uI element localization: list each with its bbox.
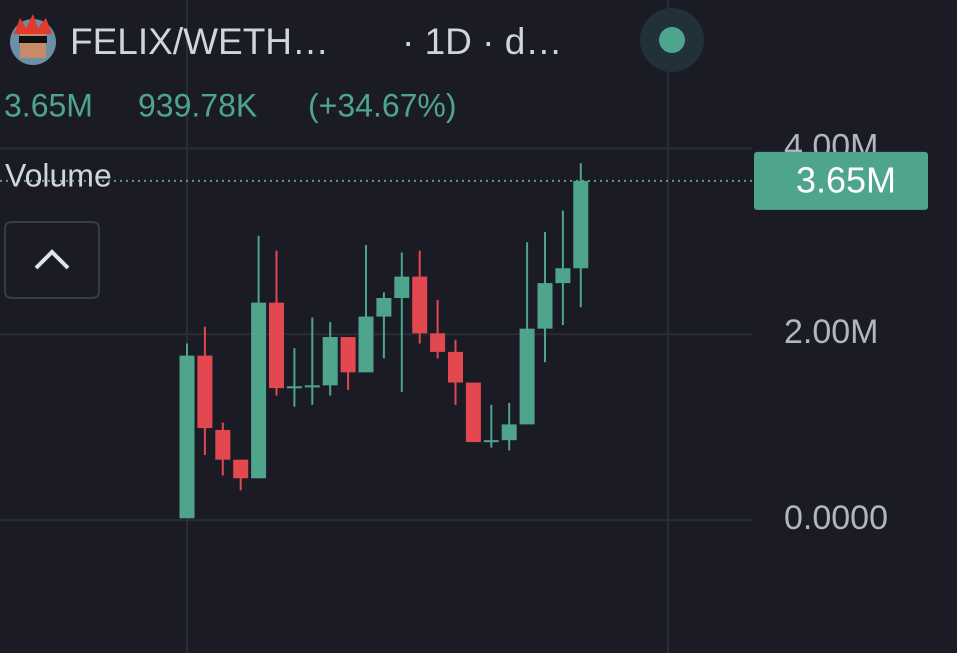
candle-body — [286, 386, 302, 389]
candle-body — [430, 333, 446, 352]
candle-body — [358, 316, 374, 373]
candle-body — [465, 382, 481, 443]
last-value-tag — [754, 151, 928, 210]
candle-body — [537, 283, 553, 329]
candle-body — [340, 337, 356, 373]
panel-label: Volume — [5, 157, 112, 193]
candle-body — [179, 355, 195, 519]
collapse-button[interactable] — [4, 221, 100, 299]
symbol-title[interactable]: FELIX/WETH… — [70, 21, 329, 62]
candle-body — [394, 276, 410, 298]
candle-body — [197, 355, 213, 429]
candle-body — [376, 297, 392, 317]
y-tick-label: 0.0000 — [784, 499, 888, 537]
candle-body — [573, 180, 589, 269]
chevron-icon — [34, 249, 70, 270]
candle-body — [269, 302, 284, 389]
header-value: 3.65M — [4, 87, 93, 123]
candle-body — [233, 459, 249, 479]
candle-body — [251, 302, 267, 479]
candle-body — [215, 429, 231, 460]
y-tick-label: 2.00M — [784, 313, 879, 351]
header-change: 939.78K — [138, 87, 257, 123]
candle-body — [448, 351, 463, 383]
status-dot — [659, 27, 685, 53]
candle-body — [483, 440, 499, 443]
candle-body — [519, 328, 535, 425]
last-value-label: 3.65M — [796, 159, 896, 200]
interval: · 1D · d… — [402, 21, 562, 62]
header-change-pct: (+34.67%) — [308, 87, 457, 123]
candle-body — [555, 268, 571, 284]
candle-body — [412, 276, 428, 334]
candle-body — [304, 385, 320, 388]
candle-body — [501, 424, 517, 441]
avatar — [10, 14, 56, 65]
candle-body — [322, 337, 338, 386]
